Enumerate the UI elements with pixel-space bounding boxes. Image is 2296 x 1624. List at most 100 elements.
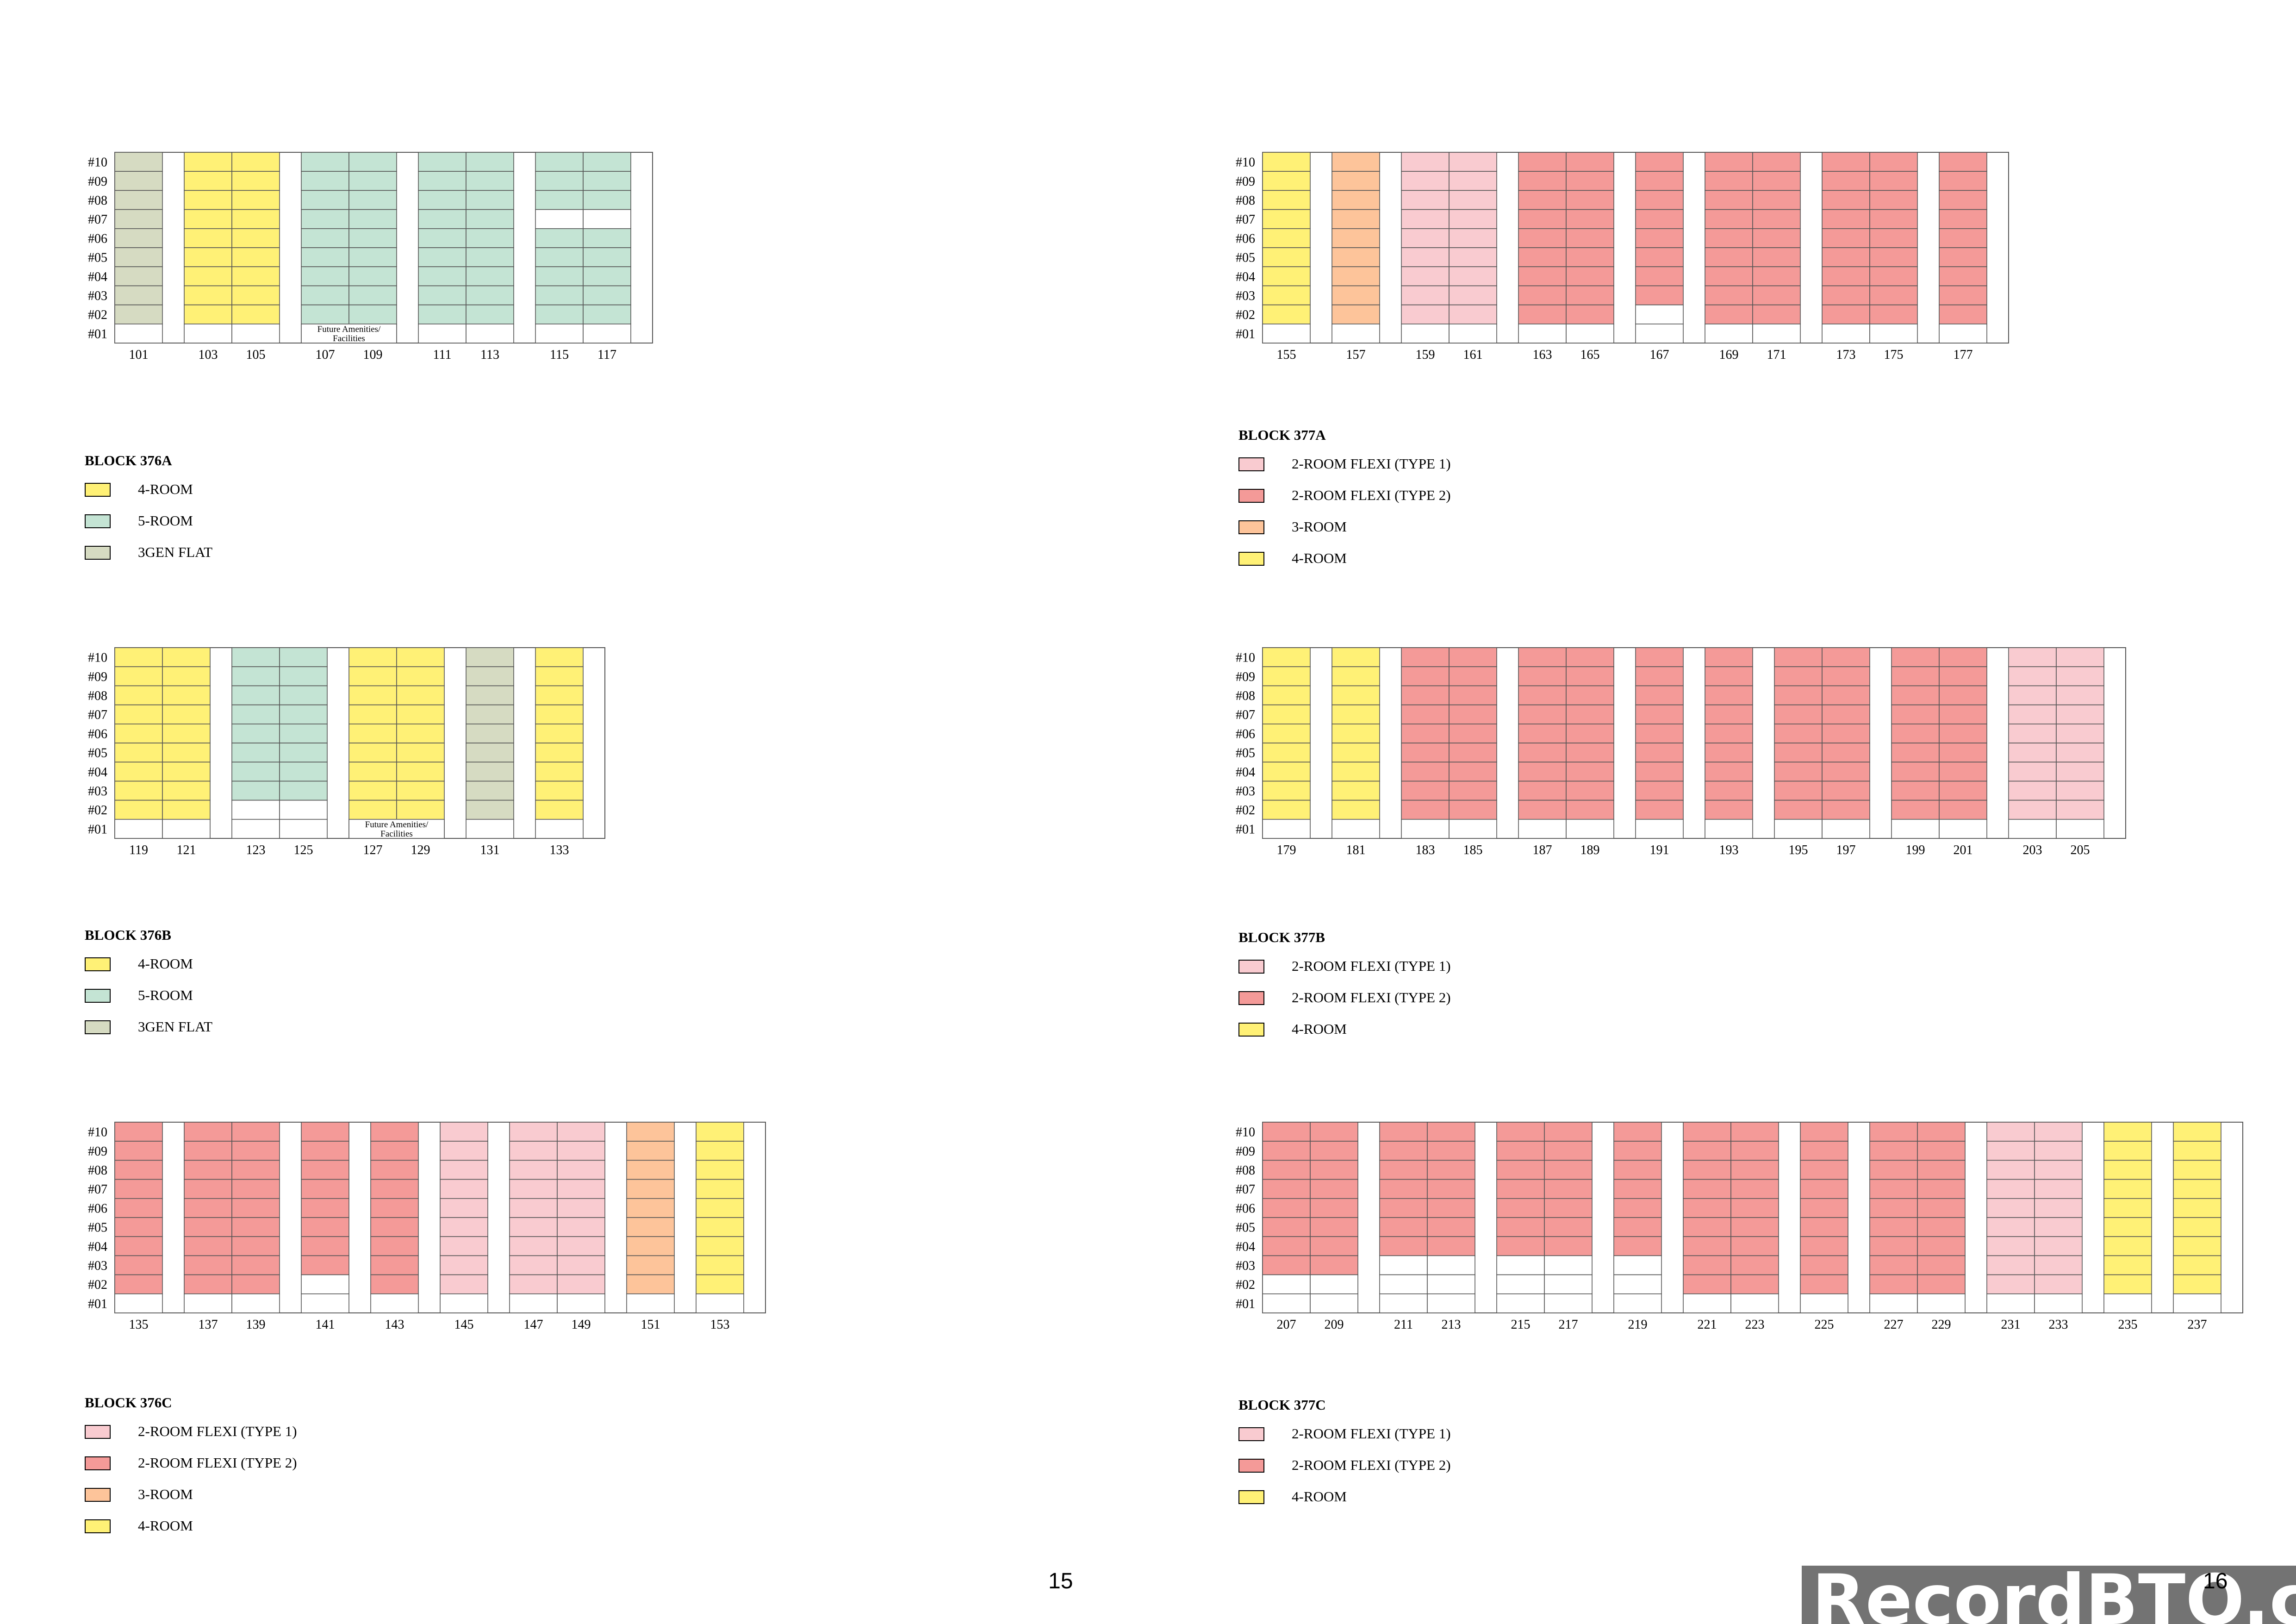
unit-cell: [114, 818, 163, 839]
unit-cell: [466, 818, 514, 839]
block-chart-377C: #10 #09 #08 #07 #06 #05 #04 #03 #02 #01 207 209 211 2…: [1226, 1120, 2245, 1336]
unit-cell: [1869, 285, 1918, 306]
unit-cell: [1332, 704, 1380, 725]
unit-cell: [1774, 818, 1823, 839]
unit-cell: [1518, 304, 1567, 325]
unit-cell: [626, 1217, 675, 1237]
floor-label: #01: [88, 822, 107, 837]
unit-cell: [301, 228, 349, 248]
floor-label: #01: [88, 1297, 107, 1311]
unit-cell: [1379, 1293, 1428, 1313]
floor-label: #06: [88, 231, 107, 246]
unit-cell: [626, 1293, 675, 1313]
unit-number-label: 153: [710, 1318, 730, 1332]
unit-cell: [1518, 152, 1567, 172]
unit-cell: [1891, 800, 1940, 820]
unit-cell: [1262, 666, 1311, 687]
legend-swatch: [85, 957, 111, 971]
unit-cell: [1774, 743, 1823, 763]
unit-cell: [2034, 1179, 2083, 1199]
unit-number-label: 217: [1559, 1318, 1578, 1332]
unit-cell: [583, 228, 631, 248]
unit-cell: [1774, 685, 1823, 706]
unit-cell: [1939, 228, 1987, 248]
unit-cell: [279, 647, 328, 668]
unit-cell: [1752, 228, 1801, 248]
unit-cell: [1705, 171, 1753, 191]
unit-cell: [279, 724, 328, 743]
unit-cell: [1939, 781, 1987, 801]
unit-number-label: 183: [1416, 843, 1435, 857]
unit-number-label: 231: [2001, 1318, 2021, 1332]
unit-cell: [1310, 1255, 1358, 1275]
unit-cell: [1917, 1141, 1966, 1161]
unit-number-label: 223: [1745, 1318, 1765, 1332]
unit-cell: [1262, 800, 1311, 820]
unit-cell: [1544, 1236, 1593, 1256]
unit-cell: [184, 1217, 232, 1237]
unit-cell: [184, 171, 232, 191]
unit-number-label: 181: [1346, 843, 1366, 857]
unit-cell: [1822, 247, 1870, 268]
unit-cell: [1427, 1293, 1475, 1313]
unit-cell: [1401, 247, 1450, 268]
legend-label: 4-ROOM: [1292, 550, 1347, 566]
unit-cell: [1332, 800, 1380, 820]
unit-cell: [1891, 762, 1940, 782]
floor-label: #05: [1236, 746, 1255, 761]
legend-377A: BLOCK 377A 2-ROOM FLEXI (TYPE 1) 2-ROOM FL…: [1238, 426, 1451, 579]
unit-cell: [466, 285, 514, 306]
unit-cell: [1869, 1293, 1918, 1313]
unit-cell: [114, 323, 163, 344]
unit-cell: [1869, 266, 1918, 287]
unit-cell: [1518, 704, 1567, 725]
unit-cell: [440, 1255, 488, 1275]
unit-number-label: 123: [246, 843, 266, 857]
unit-cell: [301, 1293, 349, 1313]
unit-cell: [1613, 1179, 1662, 1199]
legend-label: 2-ROOM FLEXI (TYPE 1): [1292, 958, 1451, 974]
unit-cell: [231, 781, 280, 801]
unit-cell: [509, 1122, 558, 1142]
unit-cell: [1449, 762, 1497, 782]
unit-cell: [1518, 285, 1567, 306]
unit-cell: [696, 1198, 744, 1218]
unit-cell: [1613, 1160, 1662, 1180]
legend-item: 3GEN FLAT: [85, 541, 212, 573]
unit-cell: [1705, 818, 1753, 839]
unit-cell: [1427, 1236, 1475, 1256]
floor-label: #03: [1236, 784, 1255, 799]
unit-cell: [466, 266, 514, 287]
unit-cell: [1262, 247, 1311, 268]
unit-number-label: 175: [1884, 348, 1904, 362]
unit-cell: [1752, 171, 1801, 191]
unit-cell: [2103, 1236, 2152, 1256]
floor-label: #03: [1236, 289, 1255, 303]
legend-swatch: [85, 1020, 111, 1034]
unit-number-label: 193: [1719, 843, 1739, 857]
unit-cell: [1496, 1274, 1545, 1294]
unit-cell: [1752, 323, 1801, 344]
unit-cell: [1939, 647, 1987, 668]
unit-cell: [557, 1179, 605, 1199]
unit-cell: [162, 818, 211, 839]
unit-cell: [1800, 1255, 1848, 1275]
unit-cell: [1917, 1293, 1966, 1313]
unit-cell: [114, 762, 163, 782]
unit-number-label: 225: [1815, 1318, 1834, 1332]
floor-label: #02: [1236, 1278, 1255, 1292]
unit-cell: [348, 171, 397, 191]
unit-cell: [1401, 152, 1450, 172]
amenities-note-line2: Facilities: [333, 334, 365, 344]
legend-swatch: [1238, 1459, 1264, 1473]
unit-cell: [1449, 247, 1497, 268]
unit-cell: [2103, 1274, 2152, 1294]
unit-cell: [231, 743, 280, 763]
unit-cell: [1518, 724, 1567, 743]
unit-cell: [1427, 1217, 1475, 1237]
unit-cell: [535, 666, 584, 687]
unit-cell: [1544, 1255, 1593, 1275]
unit-number-label: 209: [1325, 1318, 1344, 1332]
unit-cell: [370, 1160, 419, 1180]
unit-cell: [583, 247, 631, 268]
